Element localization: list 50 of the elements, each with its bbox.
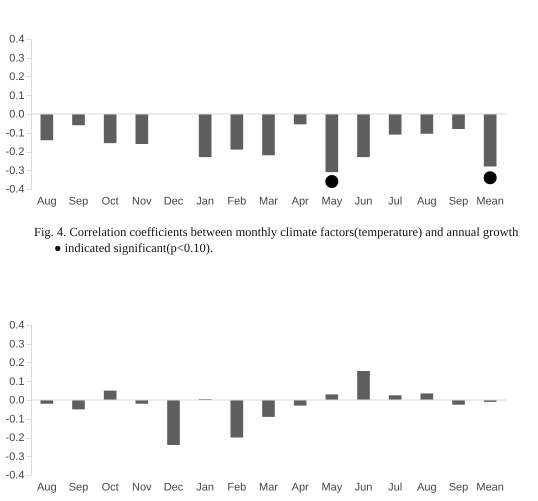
- x-tick-label: Jan: [196, 482, 214, 494]
- y-tick-label: -0.3: [6, 164, 24, 177]
- y-tick-label: -0.1: [6, 127, 24, 140]
- y-tick-label: 0.1: [9, 376, 24, 388]
- y-tick-label: -0.1: [6, 413, 24, 426]
- x-tick-label: Nov: [132, 196, 152, 208]
- x-tick-label: Sep: [68, 482, 88, 494]
- y-tick-label: -0.4: [6, 184, 24, 196]
- x-tick-label: Feb: [227, 196, 246, 208]
- x-tick-label: Aug: [37, 482, 57, 494]
- y-tick-label: 0.0: [9, 394, 24, 406]
- y-tick-label: 0.2: [9, 71, 24, 83]
- y-tick-label: -0.4: [6, 470, 24, 482]
- y-tick-label: 0.3: [9, 338, 24, 350]
- x-tick-label: Mar: [259, 482, 278, 494]
- x-tick-label: Aug: [417, 482, 437, 494]
- x-tick-label: Jun: [354, 196, 372, 208]
- x-tick-label: Dec: [164, 482, 184, 494]
- x-tick-label: Apr: [292, 196, 310, 208]
- text: ● indicated significant(p<0.10).: [53, 240, 214, 256]
- x-tick-label: Aug: [37, 196, 57, 208]
- x-tick-label: Apr: [292, 482, 310, 494]
- x-tick-label: Oct: [102, 196, 119, 208]
- x-tick-label: Jul: [388, 482, 402, 494]
- x-tick-label: Feb: [227, 482, 246, 494]
- x-tick-label: Mean: [476, 196, 504, 208]
- x-tick-label: Mar: [259, 196, 278, 208]
- x-tick-label: May: [321, 196, 343, 208]
- y-tick-label: -0.2: [6, 432, 24, 444]
- x-tick-label: Jan: [196, 196, 214, 208]
- x-tick-label: Jun: [354, 482, 372, 494]
- x-tick-label: Jul: [388, 196, 402, 208]
- y-tick-label: -0.3: [6, 450, 24, 463]
- y-tick-label: 0.2: [9, 357, 24, 369]
- y-tick-label: -0.2: [6, 146, 24, 158]
- y-tick-label: 0.4: [9, 320, 24, 332]
- x-tick-label: Mean: [476, 482, 504, 494]
- x-tick-label: Sep: [448, 482, 468, 494]
- caption: Fig. 4. Correlation coefficients between monthly climate factors(temperature) and annual growth: [34, 224, 520, 240]
- x-tick-label: Nov: [132, 482, 152, 494]
- y-tick-label: 0.1: [9, 90, 24, 102]
- x-tick-label: Sep: [68, 196, 88, 208]
- x-tick-label: Dec: [164, 196, 184, 208]
- y-tick-label: 0.4: [9, 34, 24, 46]
- x-tick-label: May: [321, 482, 343, 494]
- y-tick-label: 0.3: [9, 52, 24, 64]
- x-tick-label: Aug: [417, 196, 437, 208]
- x-tick-label: Sep: [448, 196, 468, 208]
- y-tick-label: 0.0: [9, 108, 24, 120]
- x-tick-label: Oct: [102, 482, 119, 494]
